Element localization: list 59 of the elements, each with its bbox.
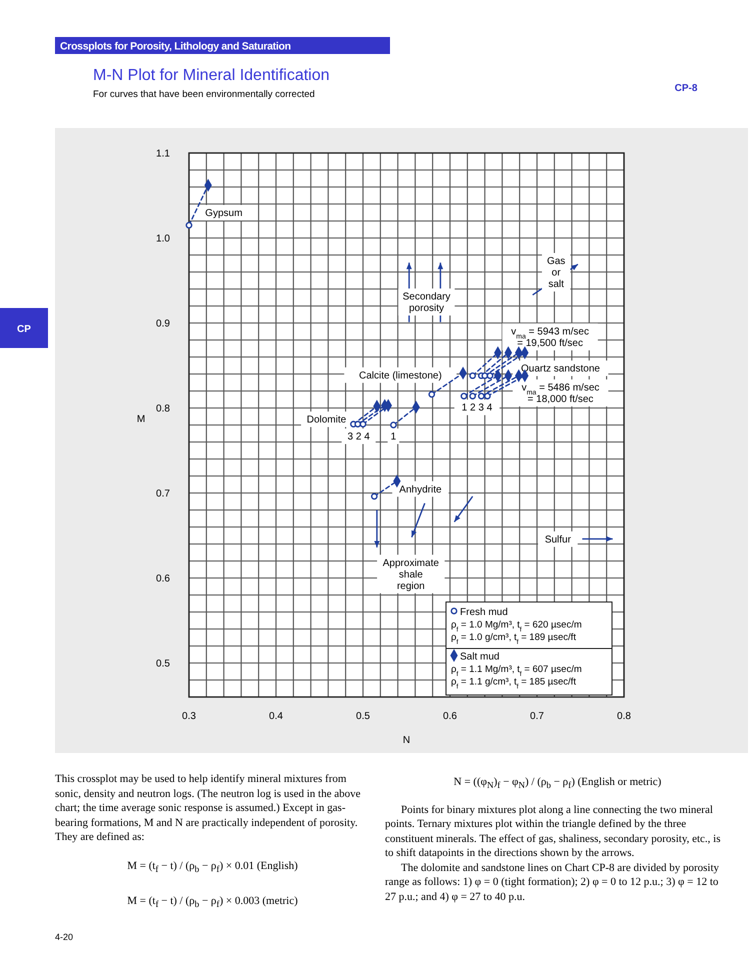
text: Crossplots for Porosity, Lithology and Saturation [60,40,291,52]
point [360,420,366,428]
annotation: ρ$_{f}$ = 1.1 g/cm³, t$_{f}$ = 185 µsec/ft [451,676,576,690]
annotation: v$_{ma}$ = 5943 m/sec = 19,500 ft/sec [511,326,589,349]
point [478,392,485,400]
x-tick-label: 0.8 [617,711,632,722]
point [484,392,491,400]
legend-label: Salt mud [460,652,500,662]
annotation: ρ$_{f}$ = 1.1 Mg/m³, t$_{f}$ = 607 µsec/m [451,664,582,678]
y-tick-label: 0.9 [156,318,170,330]
point [354,420,362,428]
point [460,392,468,400]
x-tick-label: 0.3 [182,711,196,722]
annotation: Calcite (limestone) [359,370,442,382]
point [486,372,494,380]
point [469,372,476,380]
x-tick-label: 0.5 [356,711,370,722]
y-axis-title: M [136,414,146,425]
annotation: Gas or salt [546,256,566,290]
y-tick-label: 0.8 [156,404,170,414]
point [390,422,397,428]
text: CP [17,324,32,335]
point [186,222,192,229]
text: M = (t$_{f}$ − t) / (ρ$_{b}$ − ρ$_{f}$) × 0.003 (metric) [126,894,299,912]
annotation: v$_{ma}$ = 5486 m/sec = 18,000 ft/sec [522,382,600,405]
text: M = (t$_{f}$ − t) / (ρ$_{b}$ − ρ$_{f}$) × 0.01 (English) [126,858,299,876]
x-tick-label: 0.4 [269,711,284,722]
annotation: 1 2 3 4 [462,402,493,414]
chart-subtitle: For curves that have been environmentally corrected [93,89,315,100]
x-axis-title: N [402,735,410,746]
annotation: Dolomite [306,414,347,426]
x-tick-label: 0.7 [530,711,544,722]
annotation: Secondary porosity [402,292,450,314]
y-tick-label: 0.5 [156,658,170,670]
annotation: Approximate shale region [382,558,440,592]
text: N = ((φ$_{N}$)$_{f}$ − φ$_{N}$) / (ρ$_{b}$ − ρ$_{f}$) (English or metric) [454,776,662,790]
y-tick-label: 1.0 [156,234,170,244]
point [370,493,378,500]
annotation: Gypsum [205,208,242,219]
point [481,372,488,380]
text: The dolomite and sandstone lines on Chart CP-8 are divided by porosity range as follows: 1) φ = 0 (tight formation); 2) φ = 0 to 12 p.u.; 3) φ = 12 to 27 p.u.; and 4) φ = 27 to 40 p.u. [385,860,720,904]
text: This crossplot may be used to help identify mineral mixtures from sonic, density and neutron logs. (The neutron log is used in the above chart; the time average sonic response is assumed.) Except in gas-bearing formations, M and N are practically independent of porosity. They are defined as: [55,772,362,844]
annotation: 3 2 4 [348,432,370,443]
chart-title: M-N Plot for Mineral Identification [93,67,330,84]
text: Points for binary mixtures plot along a line connecting the two mineral points. Ternary mixtures plot within the triangle defined by the three constituent minerals. The effect of gas, shaliness, secondary porosity, etc., is to shift datapoints in the directions shown by the arrows. [385,802,722,861]
annotation: Anhydrite [399,484,442,496]
x-tick-label: 0.6 [443,711,458,722]
annotation: 1 [390,432,397,443]
text: 4-20 [55,932,74,942]
y-tick-label: 0.6 [156,574,170,584]
annotation: ρ$_{f}$ = 1.0 Mg/m³, t$_{f}$ = 620 µsec/m [451,620,582,633]
text: CP-8 [674,83,698,94]
y-tick-label: 1.1 [156,148,170,160]
legend-label: Fresh mud [460,607,508,618]
point [428,391,436,398]
annotation: ρ$_{f}$ = 1.0 g/cm³, t$_{f}$ = 189 µsec/ft [451,632,576,646]
annotation: Sulfur [544,534,572,546]
y-tick-label: 0.7 [156,488,170,500]
point [469,392,476,400]
